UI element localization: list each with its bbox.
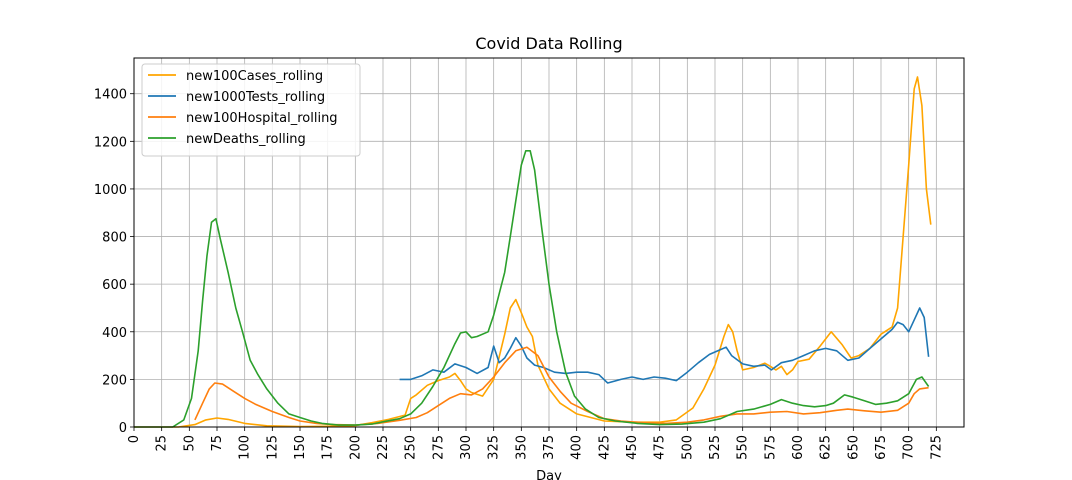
- x-tick-label: 425: [597, 435, 612, 460]
- legend-label: newDeaths_rolling: [186, 132, 306, 147]
- axis-ticks: 0 25 50 75 100 125 150 175 200 225 250 275 300 325 350…: [94, 88, 944, 460]
- x-tick-label: 650: [846, 435, 861, 460]
- chart-title: Covid Data Rolling: [475, 34, 622, 53]
- x-tick-label: 0: [127, 435, 142, 443]
- y-tick-label: 800: [102, 231, 127, 246]
- series-line-new1000Tests_rolling: [399, 307, 930, 384]
- x-tick-label: 725: [929, 435, 944, 460]
- legend-label: new100Cases_rolling: [186, 69, 323, 84]
- x-tick-label: 50: [182, 435, 197, 452]
- x-tick-label: 275: [431, 435, 446, 460]
- x-tick-label: 700: [902, 435, 917, 460]
- y-tick-label: 1400: [94, 88, 127, 103]
- x-tick-label: 375: [542, 435, 557, 460]
- x-tick-label: 250: [404, 435, 419, 460]
- y-tick-label: 200: [102, 373, 127, 388]
- x-tick-label: 400: [570, 435, 585, 460]
- x-tick-label: 225: [376, 435, 391, 460]
- x-tick-label: 500: [680, 435, 695, 460]
- x-tick-label: 450: [625, 435, 640, 460]
- y-tick-label: 1200: [94, 135, 127, 150]
- x-tick-label: 625: [819, 435, 834, 460]
- x-tick-label: 550: [736, 435, 751, 460]
- x-tick-label: 350: [514, 435, 529, 460]
- x-axis-label: Day: [536, 469, 562, 480]
- series-line-new100Hospital_rolling: [194, 346, 929, 426]
- x-tick-label: 525: [708, 435, 723, 460]
- x-tick-label: 125: [265, 435, 280, 460]
- legend-label: new1000Tests_rolling: [186, 90, 325, 105]
- legend-box: [141, 63, 361, 157]
- series-lines: [134, 76, 932, 428]
- x-tick-label: 200: [348, 435, 363, 460]
- x-tick-label: 325: [487, 435, 502, 460]
- x-tick-label: 300: [459, 435, 474, 460]
- series-line-newDeaths_rolling: [134, 150, 930, 428]
- x-tick-label: 575: [763, 435, 778, 460]
- y-tick-label: 1000: [94, 183, 127, 198]
- x-tick-label: 100: [238, 435, 253, 460]
- legend-label: new100Hospital_rolling: [186, 111, 338, 126]
- y-tick-label: 0: [119, 421, 127, 436]
- x-tick-label: 675: [874, 435, 889, 460]
- x-tick-label: 475: [653, 435, 668, 460]
- series-line-new100Cases_rolling: [134, 76, 932, 428]
- legend: new100Cases_rolling new1000Tests_rollingn…: [141, 63, 361, 157]
- x-tick-label: 175: [321, 435, 336, 460]
- x-tick-label: 600: [791, 435, 806, 460]
- y-tick-label: 400: [102, 326, 127, 341]
- x-tick-label: 150: [293, 435, 308, 460]
- y-tick-label: 600: [102, 278, 127, 293]
- x-tick-label: 25: [155, 435, 170, 452]
- x-tick-label: 75: [210, 435, 225, 452]
